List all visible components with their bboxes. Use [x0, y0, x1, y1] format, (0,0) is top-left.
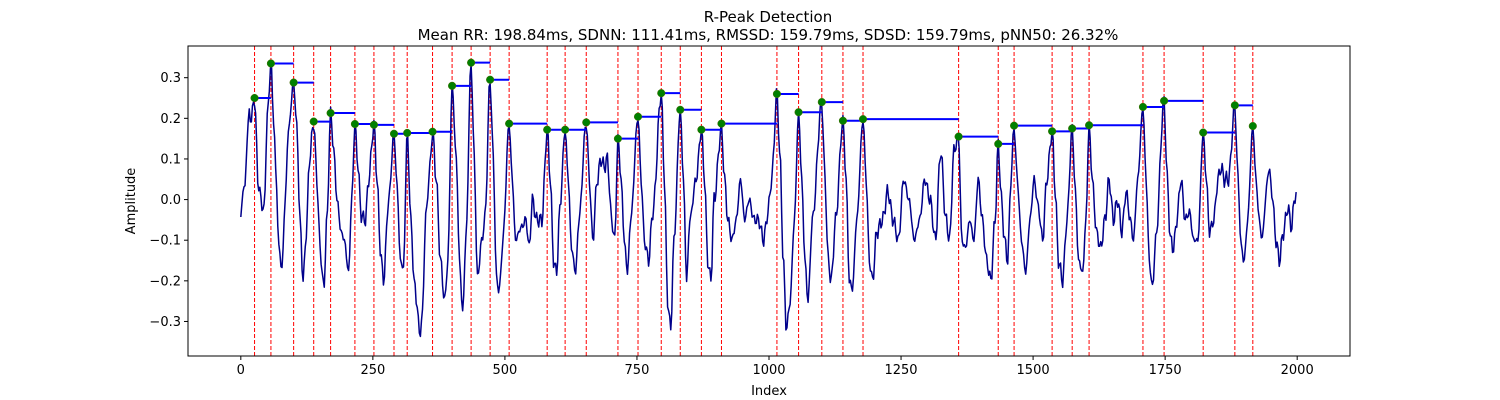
peak-marker-38	[1248, 121, 1257, 131]
peak-marker-0	[250, 93, 259, 103]
x-tick-label-5: 1250	[884, 363, 917, 378]
y-tick-label-6: 0.3	[160, 71, 181, 86]
x-tick-label-0: 0	[237, 363, 245, 378]
x-tick-label-7: 1750	[1149, 363, 1182, 378]
peak-marker-32	[1068, 124, 1077, 133]
y-tick-label-1: −0.2	[149, 274, 181, 289]
peak-marker-1	[266, 59, 275, 68]
peak-marker-2	[289, 78, 298, 87]
peak-marker-17	[613, 134, 622, 143]
peak-marker-36	[1199, 128, 1208, 137]
x-axis-label: Index	[751, 384, 787, 399]
peak-marker-21	[697, 125, 706, 134]
peak-marker-6	[369, 120, 378, 129]
x-tick-label-1: 250	[360, 363, 385, 378]
peak-marker-4	[326, 108, 335, 118]
chart-subtitle: Mean RR: 198.84ms, SDNN: 111.41ms, RMSSD…	[418, 26, 1119, 44]
peak-marker-23	[772, 89, 781, 98]
peak-marker-9	[428, 127, 437, 136]
x-tick-label-2: 500	[492, 363, 517, 378]
x-tick-label-8: 2000	[1281, 363, 1314, 378]
peak-marker-8	[403, 128, 412, 137]
x-tick-label-4: 1000	[752, 363, 785, 378]
peak-marker-16	[582, 118, 591, 127]
y-axis-label: Amplitude	[124, 168, 139, 235]
peak-marker-3	[309, 117, 318, 126]
peak-marker-22	[717, 119, 726, 128]
chart-title: R-Peak Detection	[704, 8, 832, 26]
y-tick-label-4: 0.1	[160, 152, 181, 167]
y-tick-label-0: −0.3	[149, 315, 181, 330]
peak-marker-20	[676, 105, 685, 114]
peak-marker-7	[389, 129, 399, 138]
peak-marker-30	[1010, 121, 1019, 130]
peak-marker-12	[486, 75, 495, 84]
peak-marker-25	[817, 98, 826, 107]
peak-marker-35	[1160, 96, 1169, 105]
peak-marker-26	[838, 116, 847, 125]
peak-marker-5	[350, 119, 359, 129]
y-tick-label-2: −0.1	[149, 234, 181, 249]
plot-area	[240, 46, 1297, 356]
peak-marker-19	[657, 89, 666, 98]
ecg-signal-line	[240, 62, 1297, 338]
peak-marker-29	[994, 139, 1003, 148]
peak-marker-11	[467, 58, 476, 67]
peak-marker-10	[448, 81, 457, 90]
peak-marker-27	[858, 115, 868, 124]
x-tick-label-3: 750	[625, 363, 650, 378]
x-tick-label-6: 1500	[1017, 363, 1050, 378]
peak-marker-28	[954, 132, 963, 141]
peak-marker-31	[1048, 127, 1057, 136]
y-tick-label-3: 0.0	[160, 193, 181, 208]
peak-marker-24	[794, 108, 803, 117]
peak-marker-37	[1230, 101, 1239, 110]
peak-marker-33	[1085, 121, 1094, 130]
tick-labels: 0 250 500 750 1000 1250 1500 1750 2000 −0.3 −0.2 −0…	[149, 71, 1313, 378]
peak-marker-14	[543, 125, 552, 134]
peak-marker-18	[633, 112, 643, 121]
y-tick-label-5: 0.2	[160, 112, 181, 127]
peak-marker-34	[1138, 102, 1148, 111]
peak-marker-13	[505, 119, 514, 128]
peak-marker-15	[561, 125, 570, 134]
